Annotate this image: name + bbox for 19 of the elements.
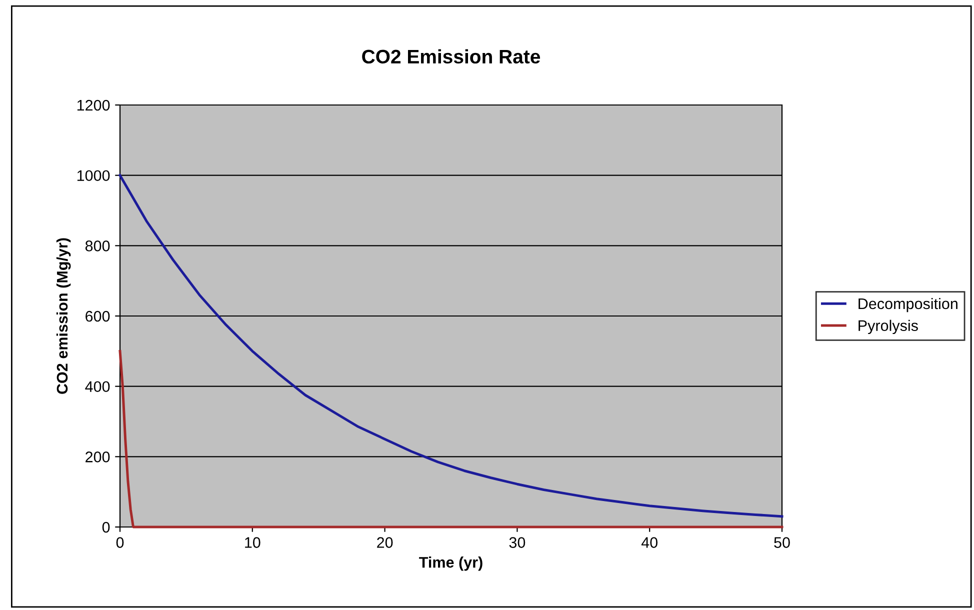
legend-label: Decomposition	[858, 298, 958, 312]
y-tick-label: 200	[86, 452, 110, 462]
y-axis-title: CO2 emission (Mg/yr)	[56, 238, 71, 394]
y-tick-label: 800	[85, 240, 110, 252]
x-tick-label: 50	[774, 537, 790, 548]
y-tick-label: 1200	[77, 100, 110, 111]
y-tick-label: 0	[102, 522, 110, 533]
x-tick-label: 10	[245, 537, 260, 548]
line-series	[118, 174, 784, 518]
y-tick-label: 1000	[77, 170, 110, 182]
x-tick-label: 30	[509, 537, 526, 548]
x-axis-title: Time (yr)	[419, 556, 482, 571]
x-tick-label: 0	[116, 537, 124, 548]
x-tick-label: 40	[641, 537, 658, 548]
x-tick-label: 20	[377, 537, 393, 548]
y-tick-label: 600	[86, 310, 110, 322]
legend-label: Pyrolysis	[858, 320, 918, 334]
y-tick-label: 400	[85, 381, 110, 392]
chart-title: CO2 Emission Rate	[362, 49, 540, 64]
